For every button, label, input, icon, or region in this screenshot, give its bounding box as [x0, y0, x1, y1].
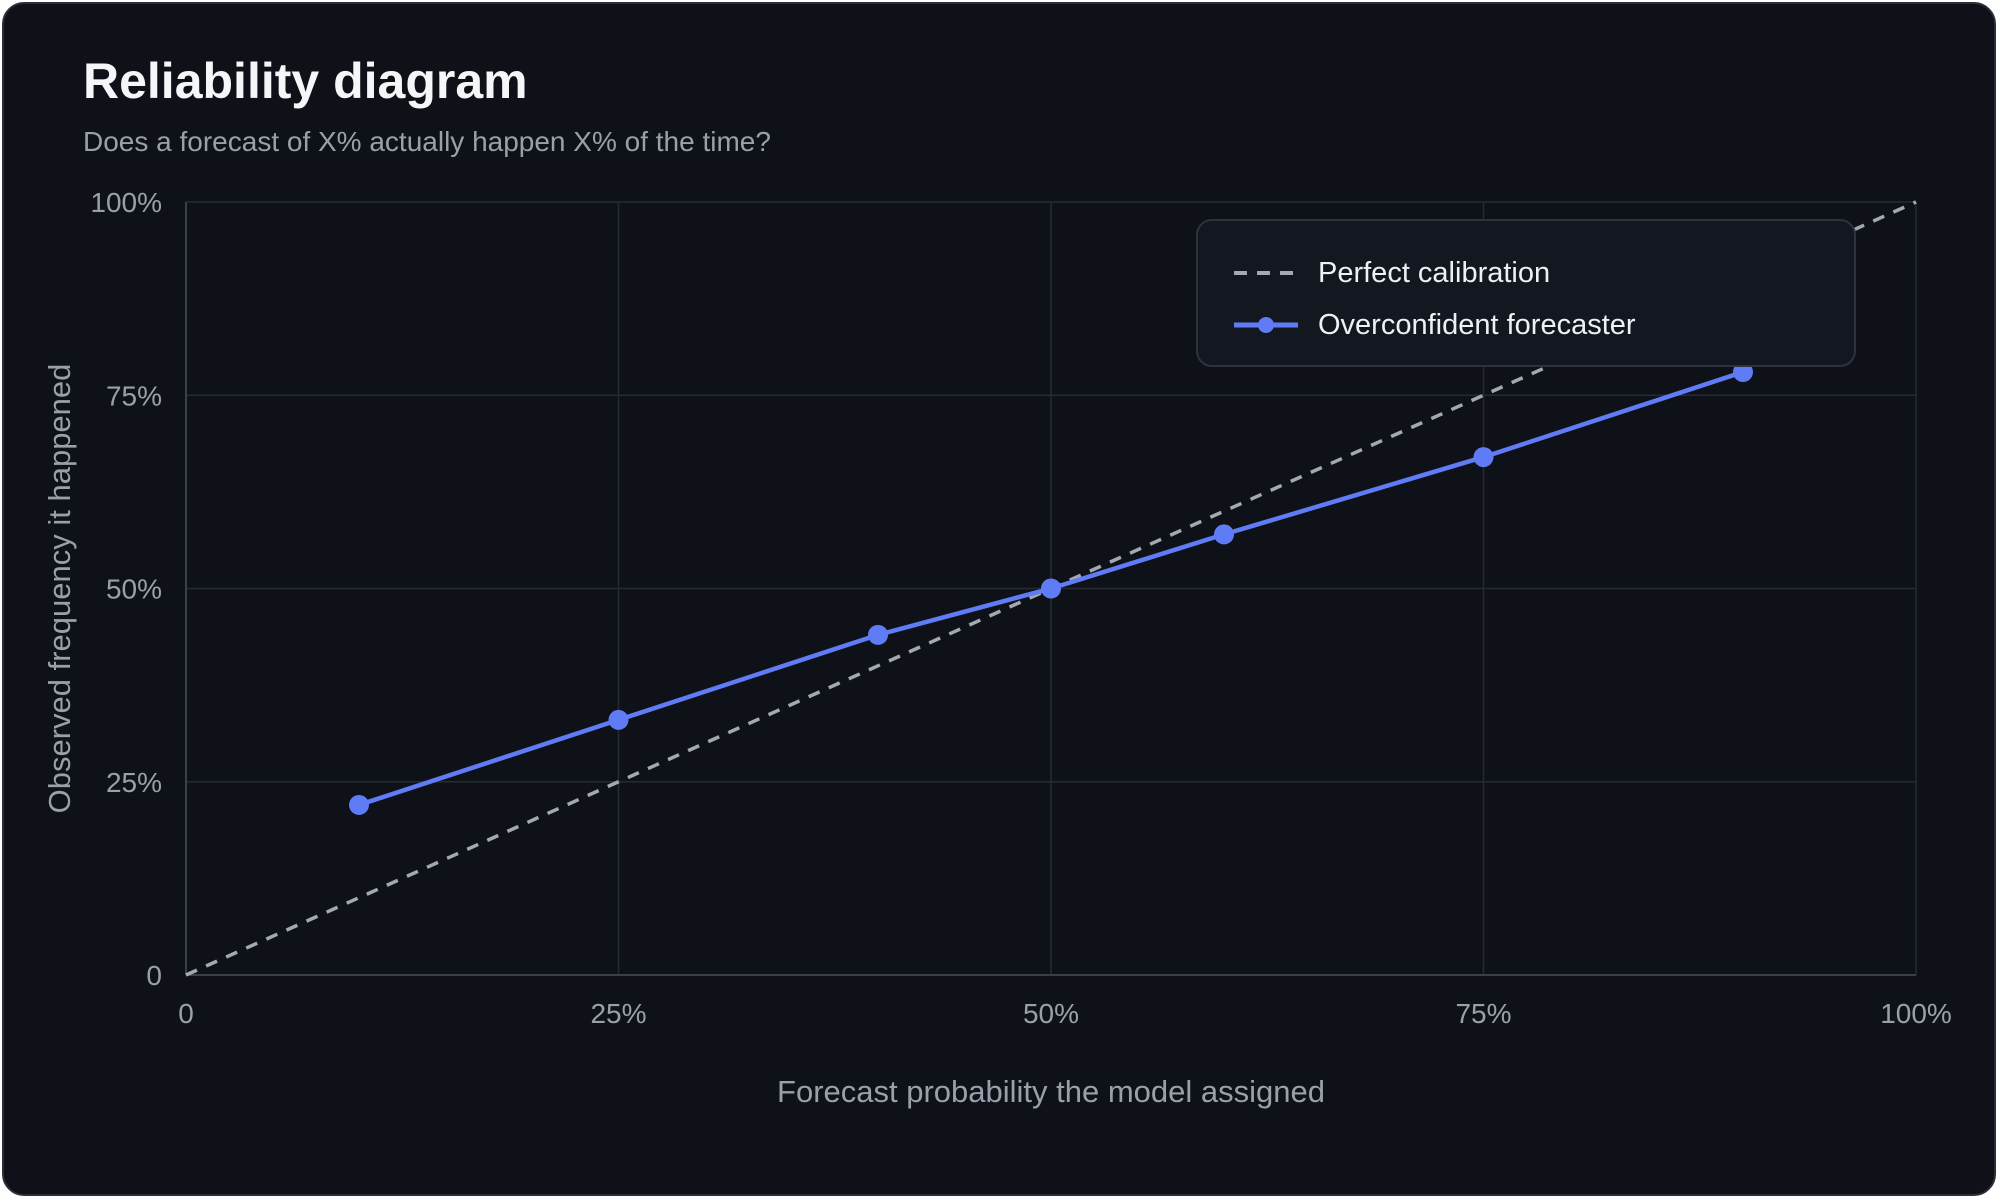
data-point-overconfident-forecaster — [868, 624, 888, 645]
data-point-overconfident-forecaster — [1733, 362, 1753, 383]
legend-item-perfect-calibration: Perfect calibration — [1232, 253, 1550, 293]
data-point-overconfident-forecaster — [1473, 447, 1494, 468]
grid-lines — [186, 201, 1917, 975]
data-point-overconfident-forecaster — [1214, 524, 1234, 545]
data-point-overconfident-forecaster — [349, 794, 369, 815]
axes — [185, 202, 1916, 976]
x-tick-label: 100% — [1880, 998, 1952, 1029]
y-tick-label: 75% — [106, 380, 162, 411]
y-tick-label: 50% — [106, 574, 162, 605]
legend-label-perfect-calibration: Perfect calibration — [1318, 256, 1551, 289]
line-with-marker-icon — [1234, 317, 1298, 333]
chart-subtitle: Does a forecast of X% actually happen X%… — [83, 126, 771, 157]
x-tick-label: 50% — [1023, 998, 1079, 1029]
chart-title: Reliability diagram — [83, 53, 528, 109]
reliability-chart: 0 25% 50% 75% 100% 0 25% 50% 75% 100% Forecast pr… — [42, 187, 1952, 1109]
legend: Perfect calibration Overconfident foreca… — [1196, 219, 1856, 367]
x-tick-label: 75% — [1455, 998, 1511, 1029]
dashed-line-icon — [1234, 271, 1298, 275]
tick-labels: 0 25% 50% 75% 100% 0 25% 50% 75% 100% — [90, 187, 1951, 1029]
y-tick-label: 0 — [146, 960, 162, 991]
data-point-overconfident-forecaster — [1041, 578, 1061, 599]
legend-item-overconfident-forecaster: Overconfident forecaster — [1232, 305, 1636, 345]
x-tick-label: 25% — [590, 998, 646, 1029]
x-axis-label: Forecast probability the model assigned — [777, 1074, 1325, 1109]
y-tick-label: 25% — [106, 767, 162, 798]
series-layer — [185, 200, 1917, 977]
data-point-overconfident-forecaster — [608, 709, 629, 730]
y-tick-label: 100% — [90, 187, 162, 218]
x-tick-label: 0 — [178, 998, 194, 1029]
y-axis-label: Observed frequency it happened — [42, 364, 77, 814]
legend-label-overconfident-forecaster: Overconfident forecaster — [1318, 308, 1636, 341]
